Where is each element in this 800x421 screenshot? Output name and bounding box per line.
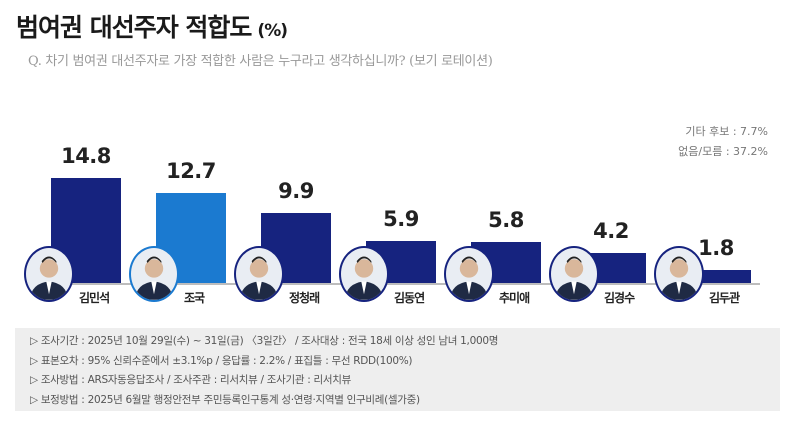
value-label: 1.8 (698, 236, 734, 261)
info-error: ▷ 표본오차 : 95% 신뢰수준에서 ±3.1%p / 응답률 : 2.2% … (30, 354, 413, 367)
person-icon (344, 256, 384, 300)
candidate-photo (549, 246, 599, 302)
page-title: 범여권 대선주자 적합도 (%) (16, 8, 288, 44)
person-icon (239, 256, 279, 300)
candidate-name: 추미애 (499, 291, 530, 305)
value-label: 14.8 (61, 144, 111, 168)
person-icon (554, 256, 594, 300)
candidate-photo (129, 246, 179, 302)
candidate-name: 김두관 (709, 291, 740, 305)
value-label: 12.7 (166, 158, 216, 183)
value-label: 9.9 (278, 178, 314, 203)
person-icon (29, 256, 69, 300)
candidate-photo (234, 246, 284, 302)
candidate-photo (339, 246, 389, 302)
value-label: 5.9 (383, 207, 419, 232)
title-text: 범여권 대선주자 적합도 (16, 13, 252, 42)
candidate-photo (444, 246, 494, 302)
person-icon (134, 256, 174, 300)
survey-info-box: ▷ 조사기간 : 2025년 10월 29일(수) ~ 31일(금) 〈3일간〉… (15, 328, 780, 411)
note-other-candidates: 기타 후보 : 7.7% (685, 125, 768, 138)
info-period: ▷ 조사기간 : 2025년 10월 29일(수) ~ 31일(금) 〈3일간〉… (30, 335, 499, 347)
person-icon (449, 256, 489, 300)
info-weighting: ▷ 보정방법 : 2025년 6월말 행정안전부 주민등록인구통계 성·연령·지… (30, 393, 420, 406)
bar-chart: 14.8 김민석 12.7 조국 9.9 정청래 5.9 김동연 5.8 추미애 4.2 김경수 1.8… (0, 144, 800, 310)
chart-baseline (40, 283, 760, 285)
value-label: 4.2 (593, 219, 629, 244)
value-label: 5.8 (488, 207, 524, 232)
candidate-photo (654, 246, 704, 302)
candidate-name: 조국 (184, 291, 205, 305)
title-unit: (%) (257, 21, 288, 41)
candidate-name: 정청래 (289, 291, 320, 305)
candidate-photo (24, 246, 74, 302)
person-icon (659, 256, 699, 300)
info-method: ▷ 조사방법 : ARS자동응답조사 / 조사주관 : 리서치뷰 / 조사기관 … (30, 374, 351, 386)
note-none-unknown: 없음/모름 : 37.2% (678, 145, 768, 158)
survey-question: Q. 차기 범여권 대선주자로 가장 적합한 사람은 누구라고 생각하십니까? … (28, 54, 493, 69)
candidate-name: 김경수 (604, 291, 635, 305)
notes: 기타 후보 : 7.7% 없음/모름 : 37.2% (678, 122, 768, 162)
candidate-name: 김동연 (394, 291, 425, 305)
candidate-name: 김민석 (79, 291, 110, 305)
